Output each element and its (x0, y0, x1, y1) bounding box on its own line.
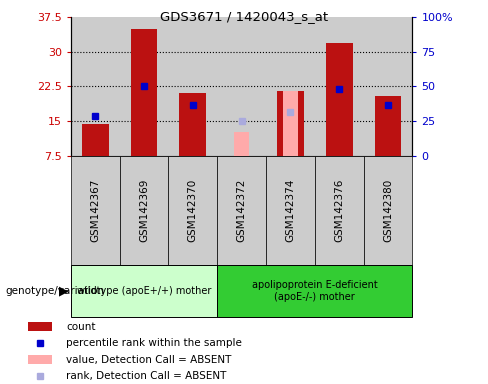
Bar (131, 29, 157, 156)
Bar (277, 91, 304, 156)
Bar (217, 265, 412, 317)
Text: genotype/variation: genotype/variation (5, 286, 104, 296)
Text: GSM142367: GSM142367 (90, 179, 100, 242)
Bar (217, 17, 266, 156)
Bar (364, 156, 412, 265)
Text: ▶: ▶ (59, 285, 68, 297)
Bar (168, 156, 217, 265)
Bar (28, 355, 52, 364)
Bar (315, 156, 364, 265)
Bar (82, 124, 108, 156)
Bar (168, 17, 217, 156)
Bar (364, 17, 412, 156)
Text: percentile rank within the sample: percentile rank within the sample (66, 338, 242, 348)
Bar (71, 265, 217, 317)
Bar (375, 96, 401, 156)
Bar (120, 17, 168, 156)
Bar (28, 323, 52, 331)
Bar (266, 17, 315, 156)
Bar (180, 93, 206, 156)
Text: apolipoprotein E-deficient
(apoE-/-) mother: apolipoprotein E-deficient (apoE-/-) mot… (252, 280, 378, 302)
Text: GSM142374: GSM142374 (285, 179, 295, 242)
Text: GSM142380: GSM142380 (383, 179, 393, 242)
Text: GDS3671 / 1420043_s_at: GDS3671 / 1420043_s_at (160, 10, 328, 23)
Bar (234, 132, 249, 156)
Bar (283, 91, 298, 156)
Bar (266, 156, 315, 265)
Text: count: count (66, 322, 96, 332)
Text: GSM142370: GSM142370 (188, 179, 198, 242)
Text: value, Detection Call = ABSENT: value, Detection Call = ABSENT (66, 354, 231, 364)
Text: GSM142376: GSM142376 (334, 179, 344, 242)
Bar (71, 156, 120, 265)
Bar (217, 156, 266, 265)
Text: GSM142372: GSM142372 (237, 179, 246, 242)
Text: rank, Detection Call = ABSENT: rank, Detection Call = ABSENT (66, 371, 226, 381)
Bar (315, 17, 364, 156)
Text: GSM142369: GSM142369 (139, 179, 149, 242)
Bar (71, 17, 120, 156)
Bar (326, 43, 352, 156)
Text: wildtype (apoE+/+) mother: wildtype (apoE+/+) mother (77, 286, 211, 296)
Bar (120, 156, 168, 265)
